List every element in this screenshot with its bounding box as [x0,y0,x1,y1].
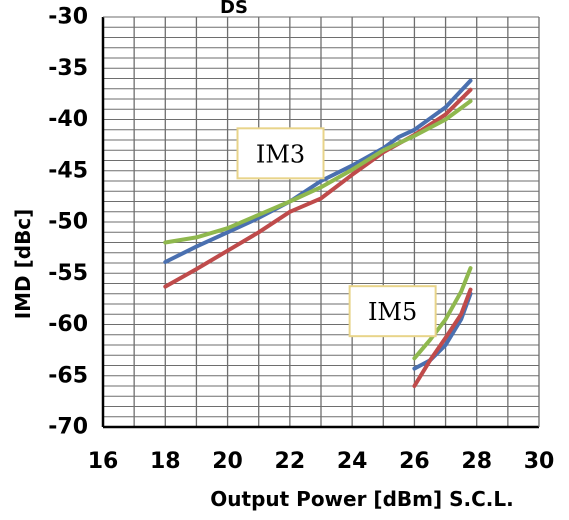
x-tick-label: 30 [524,449,555,474]
y-tick-labels: -30 -35 -40 -45 -50 -55 -60 -65 -70 [48,5,88,440]
annotation-label: IM5 [368,298,417,326]
im5-series-line [412,287,473,388]
axes [101,16,540,429]
im5-series-line [412,266,473,361]
im3-series-line [163,78,473,264]
x-tick-label: 18 [150,449,181,474]
x-tick-label: 24 [337,449,368,474]
y-tick-label: -55 [48,261,88,286]
annotations: IM3 IM5 [236,127,437,338]
y-axis-title: IMD [dBc] [11,209,35,320]
series-lines [163,78,473,388]
y-tick-label: -35 [48,56,88,81]
x-tick-label: 16 [88,449,119,474]
im3-series-line [163,99,473,245]
y-tick-label: -60 [48,312,88,337]
im3-series-line [163,87,473,289]
x-tick-label: 26 [399,449,430,474]
y-tick-label: -65 [48,363,88,388]
x-tick-label: 22 [275,449,306,474]
y-tick-label: -30 [48,5,88,30]
header-subscript: DS [220,0,248,18]
x-tick-label: 28 [461,449,492,474]
x-tick-label: 20 [212,449,243,474]
x-axis-title: Output Power [dBm] S.C.L. [210,487,513,511]
annotation-box [236,127,325,180]
grid [103,17,539,427]
y-tick-label: -70 [48,415,88,440]
chart-header: DS [220,0,248,18]
y-tick-label: -50 [48,210,88,235]
annotation-box [348,285,437,338]
annotation-label: IM3 [256,140,305,168]
y-tick-label: -45 [48,158,88,183]
x-tick-labels: 16 18 20 22 24 26 28 30 [88,449,555,474]
y-tick-label: -40 [48,107,88,132]
